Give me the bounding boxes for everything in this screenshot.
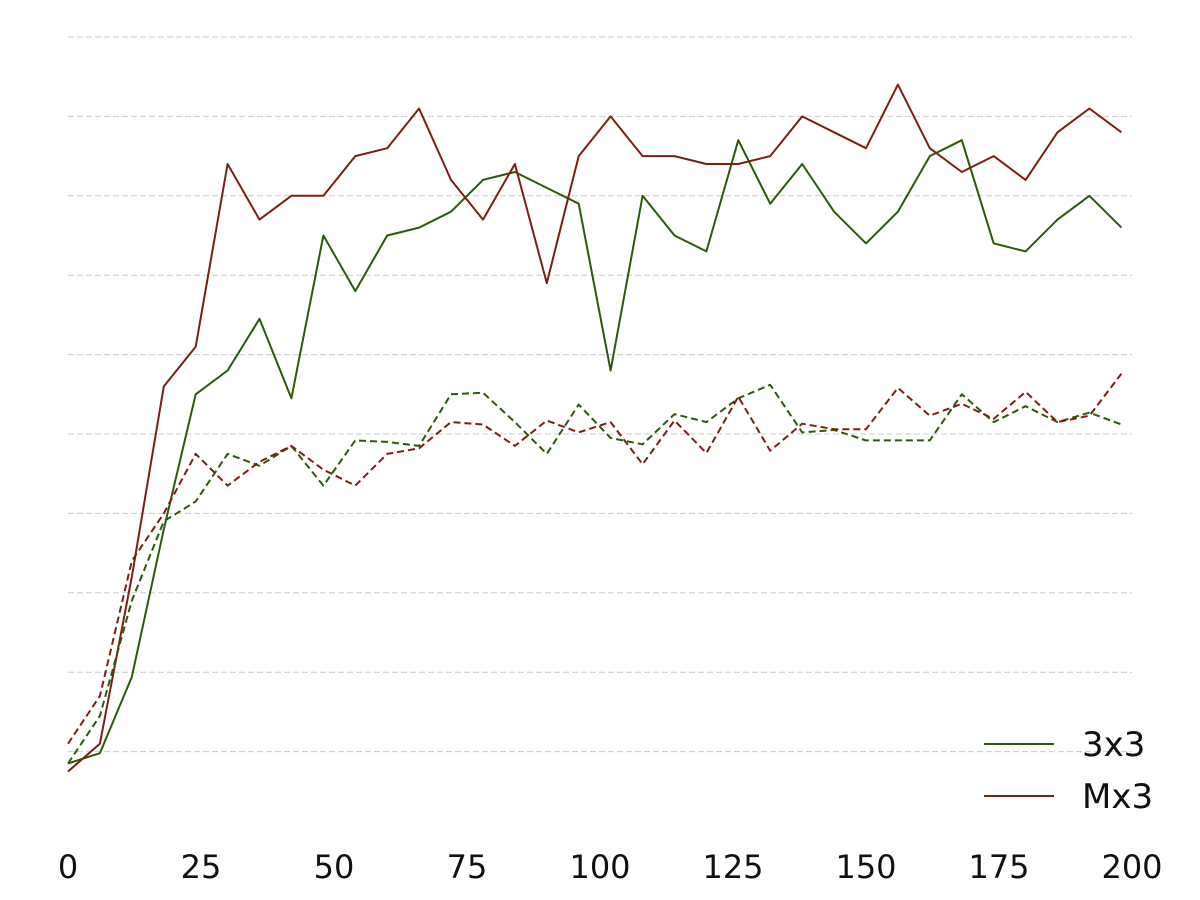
x-tick-label: 25 <box>181 848 222 886</box>
series-line-0 <box>67 139 1123 765</box>
x-tick-label: 100 <box>569 848 630 886</box>
gridlines <box>68 36 1132 753</box>
x-axis-tick-labels: 0 25 50 75 100 125 150 175 200 <box>58 848 1163 886</box>
x-tick-label: 75 <box>447 848 488 886</box>
x-tick-label: 200 <box>1101 848 1162 886</box>
x-tick-label: 0 <box>58 848 78 886</box>
series-lines <box>67 83 1123 773</box>
x-tick-label: 150 <box>835 848 896 886</box>
series-line-2 <box>67 383 1122 765</box>
legend-label-1: Mx3 <box>1082 777 1153 817</box>
x-tick-label: 50 <box>314 848 355 886</box>
legend-label-0: 3x3 <box>1082 725 1145 765</box>
x-tick-label: 125 <box>702 848 763 886</box>
series-line-3 <box>67 373 1123 745</box>
series-line-1 <box>67 83 1122 773</box>
x-tick-label: 175 <box>968 848 1029 886</box>
